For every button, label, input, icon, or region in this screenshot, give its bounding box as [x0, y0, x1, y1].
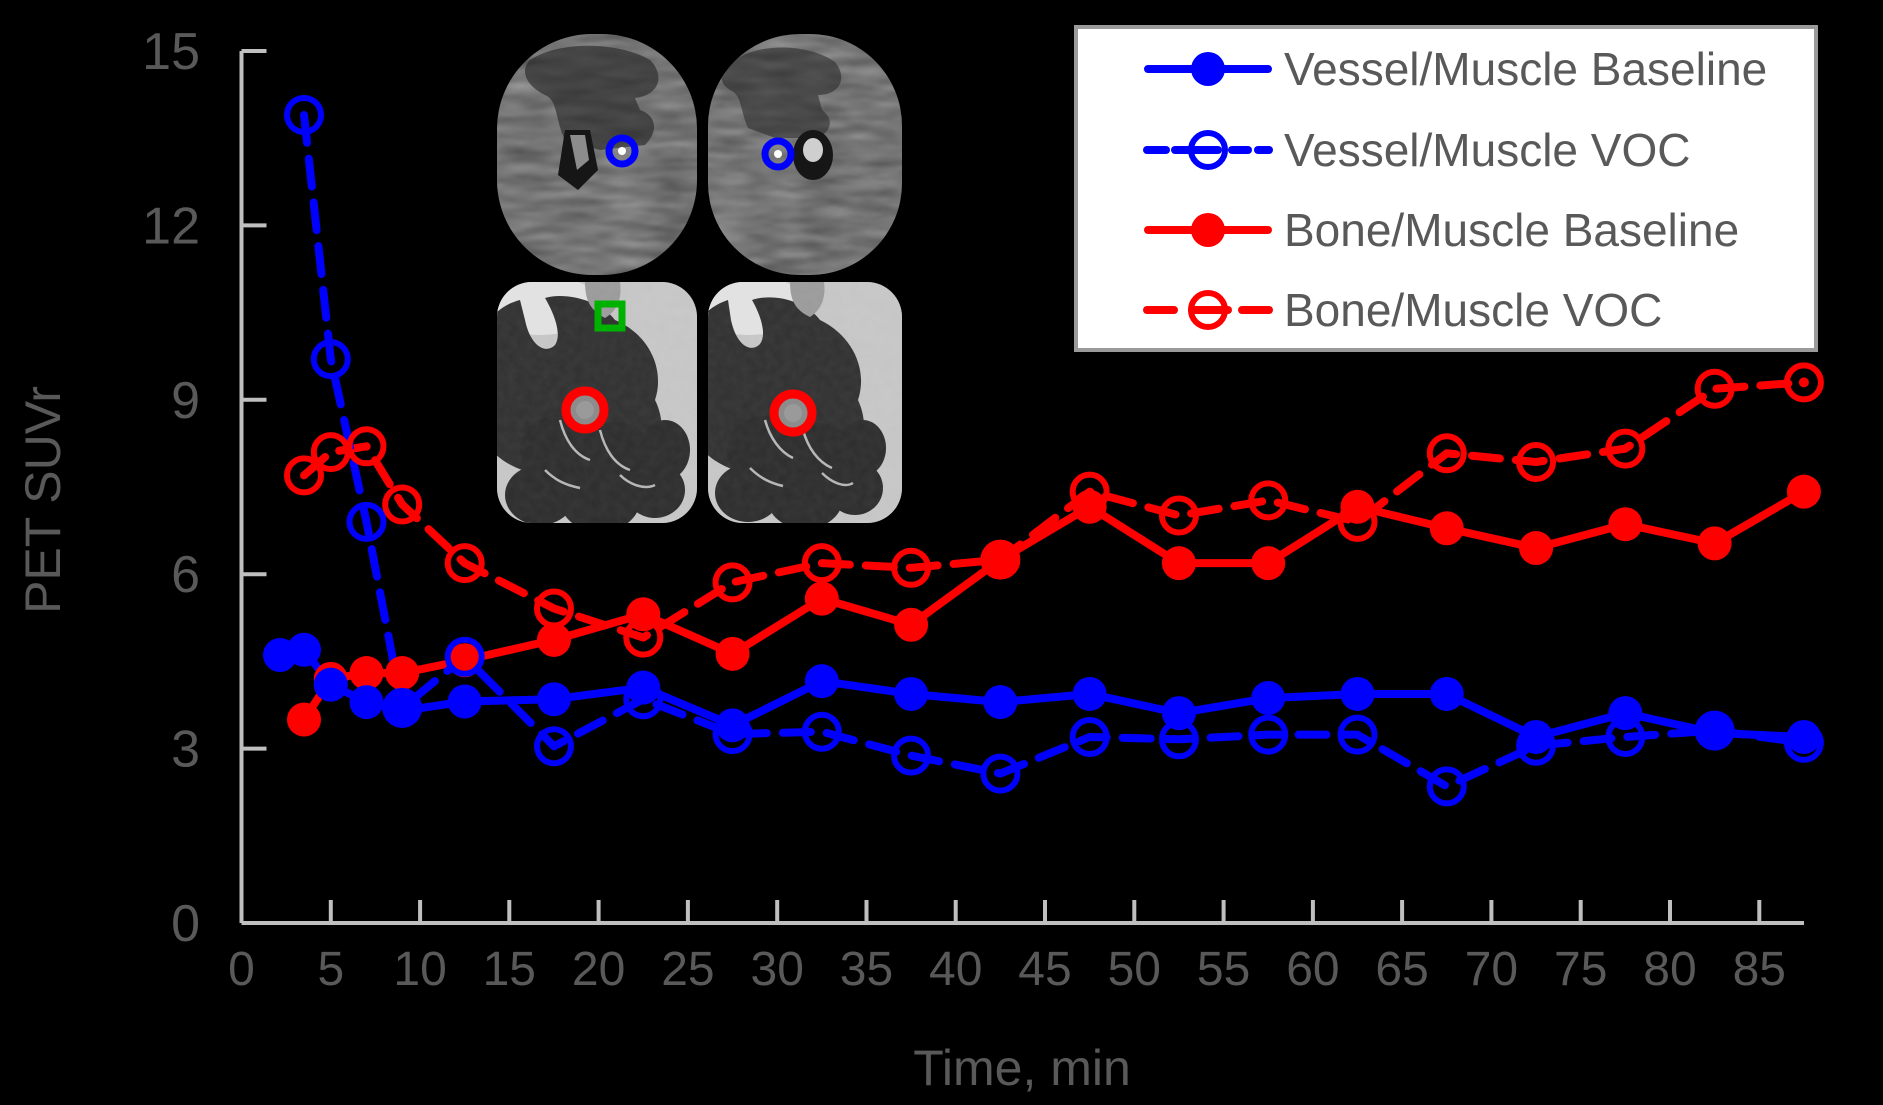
svg-text:20: 20: [572, 943, 625, 996]
svg-text:80: 80: [1643, 943, 1696, 996]
svg-text:3: 3: [171, 721, 200, 779]
svg-text:Vessel/Muscle VOC: Vessel/Muscle VOC: [1284, 124, 1690, 176]
svg-text:70: 70: [1465, 943, 1518, 996]
svg-text:35: 35: [840, 943, 893, 996]
svg-text:55: 55: [1197, 943, 1250, 996]
svg-text:6: 6: [171, 546, 200, 604]
svg-text:Bone/Muscle Baseline: Bone/Muscle Baseline: [1284, 204, 1739, 256]
svg-text:15: 15: [483, 943, 536, 996]
svg-text:25: 25: [661, 943, 714, 996]
svg-text:85: 85: [1733, 943, 1786, 996]
svg-text:30: 30: [751, 943, 804, 996]
svg-text:40: 40: [929, 943, 982, 996]
svg-text:9: 9: [171, 372, 200, 430]
svg-text:15: 15: [142, 23, 200, 81]
svg-text:0: 0: [171, 895, 200, 953]
svg-text:10: 10: [393, 943, 446, 996]
svg-text:PET SUVr: PET SUVr: [15, 386, 71, 614]
svg-text:45: 45: [1018, 943, 1071, 996]
svg-text:60: 60: [1286, 943, 1339, 996]
svg-text:Vessel/Muscle Baseline: Vessel/Muscle Baseline: [1284, 43, 1767, 95]
svg-text:75: 75: [1554, 943, 1607, 996]
svg-text:0: 0: [228, 943, 255, 996]
svg-text:50: 50: [1108, 943, 1161, 996]
svg-text:Bone/Muscle VOC: Bone/Muscle VOC: [1284, 284, 1662, 336]
svg-text:65: 65: [1375, 943, 1428, 996]
svg-text:12: 12: [142, 197, 200, 255]
svg-text:5: 5: [317, 943, 344, 996]
svg-text:Time, min: Time, min: [913, 1040, 1131, 1096]
